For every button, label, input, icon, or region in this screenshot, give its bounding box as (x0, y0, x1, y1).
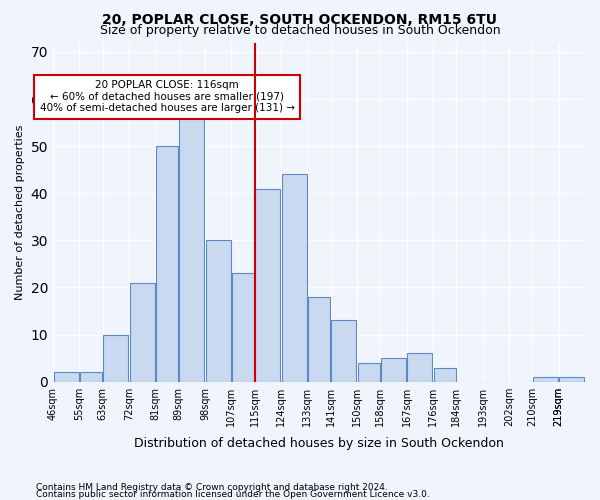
Text: 20, POPLAR CLOSE, SOUTH OCKENDON, RM15 6TU: 20, POPLAR CLOSE, SOUTH OCKENDON, RM15 6… (103, 12, 497, 26)
Bar (407, 354, 432, 382)
Bar (232, 274, 254, 382)
Text: 20 POPLAR CLOSE: 116sqm
← 60% of detached houses are smaller (197)
40% of semi-d: 20 POPLAR CLOSE: 116sqm ← 60% of detache… (40, 80, 295, 114)
Bar (533, 377, 558, 382)
Bar (559, 377, 584, 382)
Bar (156, 146, 178, 382)
Bar (179, 108, 204, 382)
Text: Contains HM Land Registry data © Crown copyright and database right 2024.: Contains HM Land Registry data © Crown c… (36, 484, 388, 492)
Bar (206, 240, 230, 382)
Bar (54, 372, 79, 382)
Bar (358, 363, 380, 382)
Bar (308, 297, 330, 382)
Text: Size of property relative to detached houses in South Ockendon: Size of property relative to detached ho… (100, 24, 500, 37)
Bar (103, 334, 128, 382)
Bar (331, 320, 356, 382)
X-axis label: Distribution of detached houses by size in South Ockendon: Distribution of detached houses by size … (134, 437, 504, 450)
Bar (256, 188, 280, 382)
Bar (80, 372, 102, 382)
Y-axis label: Number of detached properties: Number of detached properties (15, 124, 25, 300)
Text: Contains public sector information licensed under the Open Government Licence v3: Contains public sector information licen… (36, 490, 430, 499)
Bar (130, 282, 155, 382)
Bar (282, 174, 307, 382)
Bar (381, 358, 406, 382)
Bar (434, 368, 455, 382)
